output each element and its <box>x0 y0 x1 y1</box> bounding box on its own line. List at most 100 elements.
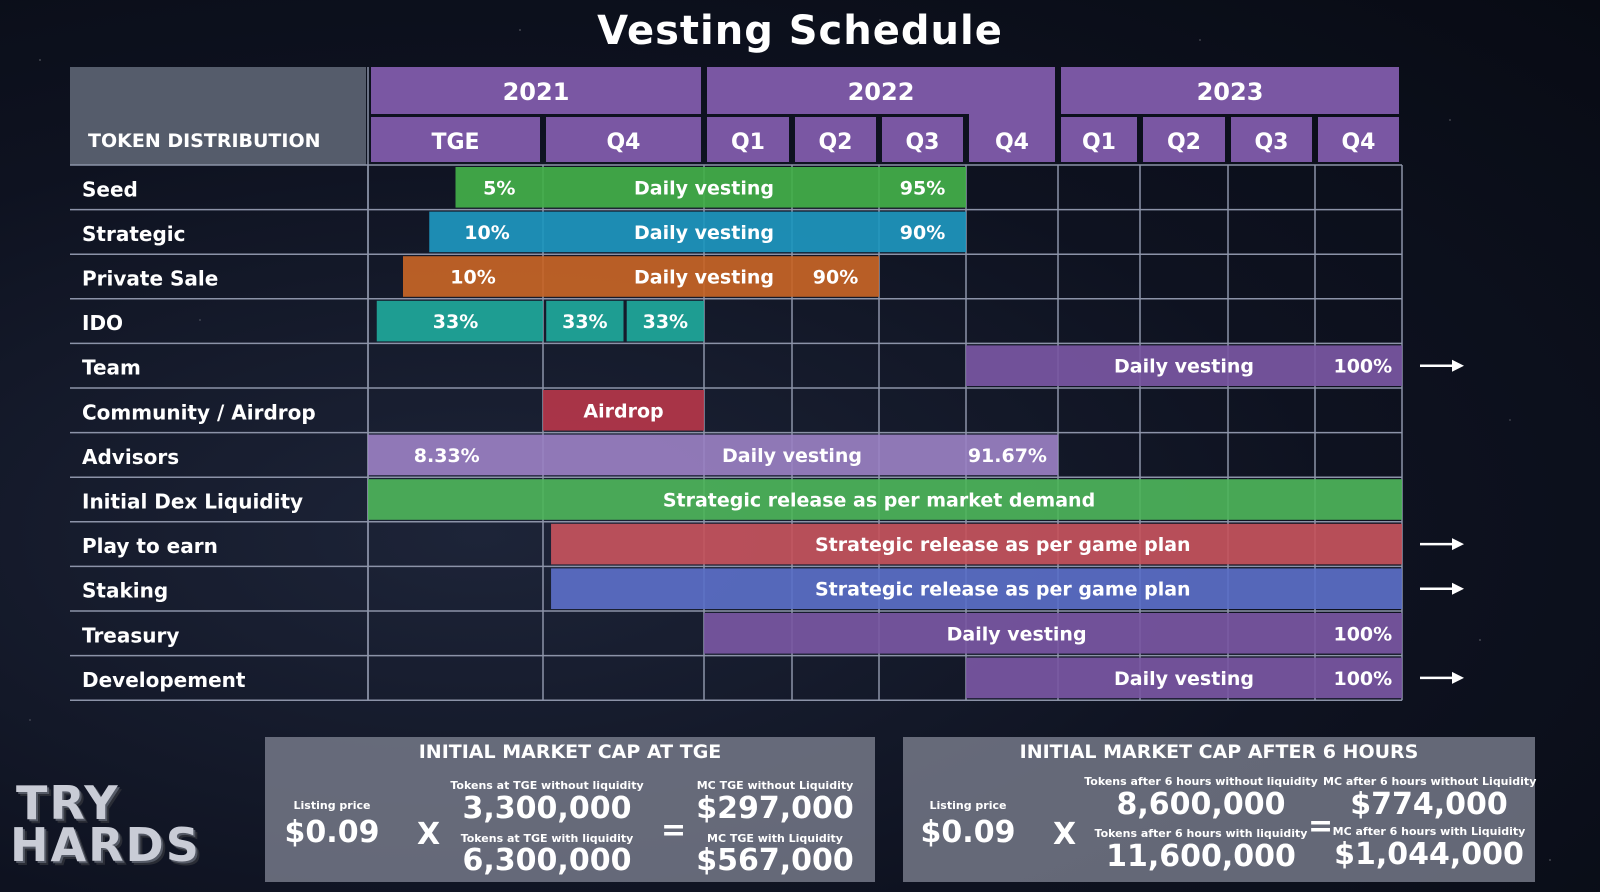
bar-label: 10% <box>450 267 495 289</box>
year-header-cell <box>1061 67 1399 114</box>
vesting-bar <box>546 300 624 342</box>
bar-label: 10% <box>464 222 509 244</box>
tokens-with-liquidity-label: Tokens at TGE with liquidity <box>460 832 634 845</box>
mc-without-liquidity-value: $774,000 <box>1350 787 1508 822</box>
vesting-bar <box>966 657 1402 699</box>
period-label: Q3 <box>1254 130 1288 155</box>
vesting-bar <box>543 434 1058 476</box>
tokens-without-liquidity-label: Tokens after 6 hours without liquidity <box>1084 775 1318 788</box>
mc-with-liquidity-value: $1,044,000 <box>1334 837 1524 872</box>
listing-price-value: $0.09 <box>920 815 1016 850</box>
bar-label: Airdrop <box>583 400 663 422</box>
period-header-cell <box>1143 117 1225 162</box>
period-header-cell <box>1061 117 1137 162</box>
vesting-bar <box>626 300 704 342</box>
bar-label: 5% <box>483 177 515 199</box>
mc-with-liquidity-label: MC TGE with Liquidity <box>707 832 843 845</box>
bar-label: Daily vesting <box>634 177 774 199</box>
bar-label: Strategic release as per market demand <box>663 490 1095 512</box>
market-cap-tge-panel: INITIAL MARKET CAP AT TGE Listing price … <box>265 737 875 882</box>
period-header-cell <box>371 117 540 162</box>
logo-line-1: TRY <box>16 776 120 830</box>
bar-label: Strategic release as per game plan <box>815 534 1191 556</box>
period-header-cell <box>882 117 963 162</box>
vesting-bar <box>455 167 543 208</box>
bar-label: 8.33% <box>414 445 480 467</box>
panel-title: INITIAL MARKET CAP AT TGE <box>418 741 722 763</box>
bar-label: 91.67% <box>968 445 1047 467</box>
row-label: Advisors <box>82 445 179 469</box>
bar-label: Daily vesting <box>947 623 1087 645</box>
vesting-bar <box>543 256 879 297</box>
bar-label: 90% <box>813 267 858 289</box>
tokens-without-liquidity-value: 8,600,000 <box>1116 787 1286 822</box>
row-label: Play to earn <box>82 534 218 558</box>
tryhards-logo: TRY HARDS <box>10 780 210 880</box>
panel-title: INITIAL MARKET CAP AFTER 6 HOURS <box>1019 741 1419 763</box>
equals-operator: = <box>661 813 687 848</box>
tokens-with-liquidity-value: 11,600,000 <box>1106 839 1296 874</box>
mc-with-liquidity-value: $567,000 <box>696 843 854 878</box>
bar-label: Strategic release as per game plan <box>815 579 1191 601</box>
period-header-cell <box>1318 117 1399 162</box>
vesting-bar <box>403 256 543 297</box>
row-label: Developement <box>82 668 246 692</box>
row-header-label: TOKEN DISTRIBUTION <box>88 130 321 152</box>
tokens-with-liquidity-value: 6,300,000 <box>462 843 632 878</box>
vesting-bar <box>376 300 543 342</box>
bar-label: 33% <box>433 311 478 333</box>
market-cap-6h-panel: INITIAL MARKET CAP AFTER 6 HOURS Listing… <box>903 737 1536 882</box>
bar-label: 100% <box>1333 623 1392 645</box>
period-label: Q3 <box>905 130 939 155</box>
vesting-bar <box>551 568 1402 609</box>
row-label: Community / Airdrop <box>82 400 316 424</box>
period-label: TGE <box>431 130 479 155</box>
bar-label: 100% <box>1333 356 1392 378</box>
vesting-bar <box>704 613 1402 654</box>
listing-price-label: Listing price <box>293 799 371 812</box>
period-header-cell <box>1231 117 1312 162</box>
equals-operator: = <box>1308 809 1334 844</box>
vesting-bar <box>551 523 1402 565</box>
tokens-with-liquidity-label: Tokens after 6 hours with liquidity <box>1094 827 1308 840</box>
bar-label: 33% <box>643 311 688 333</box>
period-label: Q2 <box>1167 130 1201 155</box>
period-label: Q4 <box>995 130 1029 155</box>
row-label: Strategic <box>82 222 185 246</box>
vesting-bar <box>966 345 1402 386</box>
continue-arrow-head-icon <box>1452 582 1464 595</box>
bar-label: Daily vesting <box>1114 356 1254 378</box>
bar-label: 90% <box>900 222 945 244</box>
vesting-bar <box>543 211 966 253</box>
bar-label: 100% <box>1333 668 1392 690</box>
vesting-bar <box>543 390 704 431</box>
mc-without-liquidity-value: $297,000 <box>696 791 854 826</box>
page-title: Vesting Schedule <box>597 8 1003 54</box>
bar-label: Daily vesting <box>1114 668 1254 690</box>
times-operator: X <box>1053 817 1077 852</box>
bar-label: 33% <box>562 311 607 333</box>
tokens-without-liquidity-value: 3,300,000 <box>462 791 632 826</box>
period-header-cell <box>546 117 701 162</box>
bar-label: Daily vesting <box>634 222 774 244</box>
row-label: Private Sale <box>82 267 218 291</box>
period-header-cell <box>707 117 789 162</box>
period-label: Q4 <box>1341 130 1375 155</box>
bar-label: 95% <box>900 177 945 199</box>
year-label: 2023 <box>1197 78 1264 106</box>
period-label: Q1 <box>731 130 765 155</box>
continue-arrow-head-icon <box>1452 538 1464 551</box>
period-label: Q1 <box>1082 130 1116 155</box>
row-label: IDO <box>82 311 123 335</box>
vesting-bar <box>368 434 543 476</box>
year-header-cell <box>371 67 701 114</box>
listing-price-label: Listing price <box>929 799 1007 812</box>
bar-label: Daily vesting <box>722 445 862 467</box>
continue-arrow-head-icon <box>1452 671 1464 684</box>
vesting-bar <box>368 479 1402 520</box>
row-label: Seed <box>82 177 138 201</box>
period-header-cell <box>969 67 1055 162</box>
period-label: Q4 <box>606 130 640 155</box>
mc-with-liquidity-label: MC after 6 hours with Liquidity <box>1332 825 1526 838</box>
